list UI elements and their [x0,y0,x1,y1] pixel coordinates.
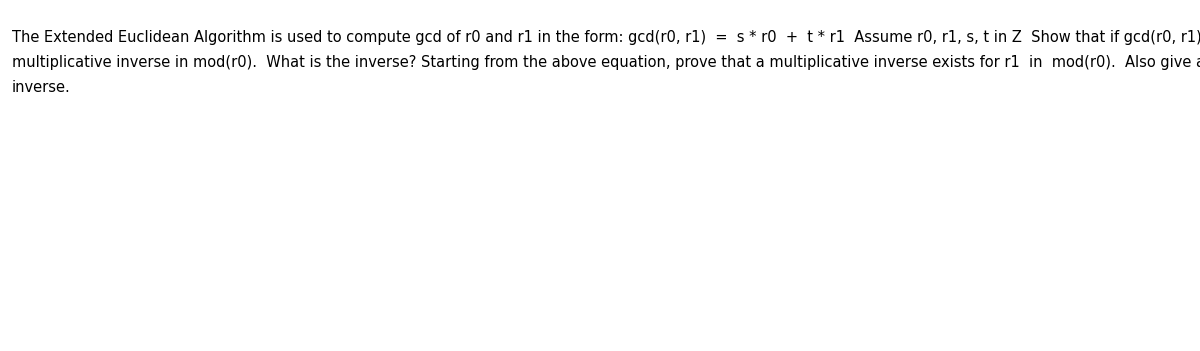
Text: multiplicative inverse in mod(r0).  What is the inverse? Starting from the above: multiplicative inverse in mod(r0). What … [12,55,1200,70]
Text: inverse.: inverse. [12,80,71,95]
Text: The Extended Euclidean Algorithm is used to compute gcd of r0 and r1 in the form: The Extended Euclidean Algorithm is used… [12,30,1200,45]
